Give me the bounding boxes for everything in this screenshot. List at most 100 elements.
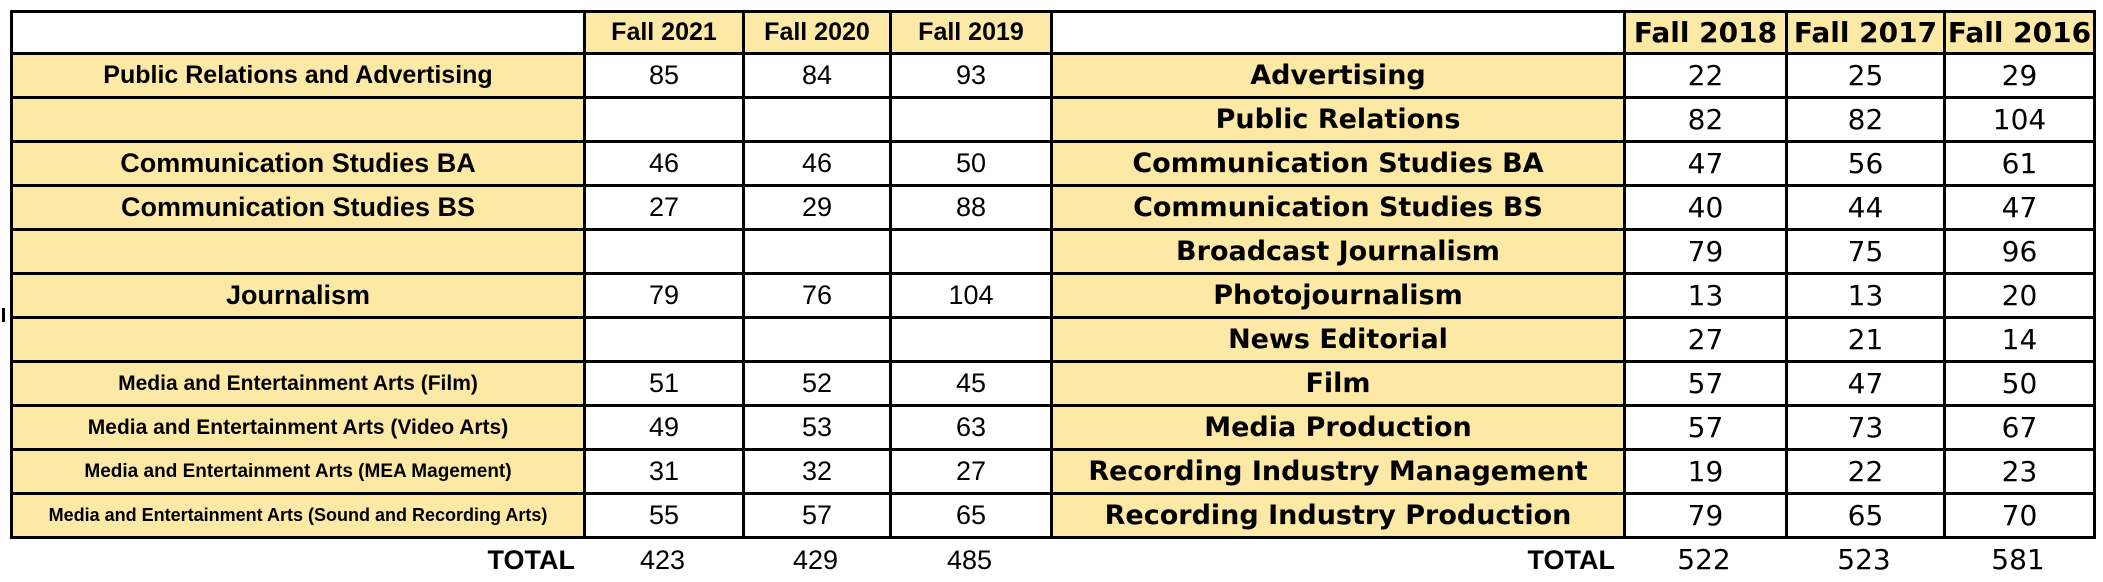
table-row: Media and Entertainment Arts (MEA Mageme… bbox=[10, 448, 1053, 495]
enrollment-table-2016-2018: Fall 2018 Fall 2017 Fall 2016 Advertisin… bbox=[1050, 10, 2096, 539]
table-row: Film 57 47 50 bbox=[1050, 360, 2096, 407]
value-cell: 46 bbox=[583, 140, 745, 187]
value-cell: 27 bbox=[583, 184, 745, 231]
column-header: Fall 2018 bbox=[1623, 10, 1788, 55]
value-cell: 79 bbox=[583, 272, 745, 319]
value-cell: 75 bbox=[1785, 228, 1946, 275]
program-label: Media and Entertainment Arts (Sound and … bbox=[10, 492, 586, 539]
value-cell: 46 bbox=[742, 140, 892, 187]
program-label: News Editorial bbox=[1050, 316, 1626, 363]
table-row bbox=[10, 228, 1053, 275]
column-header: Fall 2016 bbox=[1943, 10, 2096, 55]
program-label: Recording Industry Production bbox=[1050, 492, 1626, 539]
value-cell: 63 bbox=[889, 404, 1053, 451]
value-cell: 29 bbox=[742, 184, 892, 231]
value-cell: 76 bbox=[742, 272, 892, 319]
value-cell: 104 bbox=[889, 272, 1053, 319]
program-label: Communication Studies BA bbox=[10, 140, 586, 187]
value-cell: 51 bbox=[583, 360, 745, 407]
value-cell: 55 bbox=[583, 492, 745, 539]
table-row: Advertising 22 25 29 bbox=[1050, 52, 2096, 99]
value-cell: 67 bbox=[1943, 404, 2096, 451]
value-cell bbox=[583, 228, 745, 275]
value-cell bbox=[742, 96, 892, 143]
total-value: 429 bbox=[792, 545, 839, 575]
value-cell: 47 bbox=[1943, 184, 2096, 231]
value-cell: 19 bbox=[1623, 448, 1788, 495]
value-cell: 70 bbox=[1943, 492, 2096, 539]
value-cell: 32 bbox=[742, 448, 892, 495]
value-cell: 31 bbox=[583, 448, 745, 495]
program-label: Communication Studies BA bbox=[1050, 140, 1626, 187]
value-cell: 82 bbox=[1785, 96, 1946, 143]
left-total-row: TOTAL 423 429 485 bbox=[10, 540, 1050, 580]
value-cell: 52 bbox=[742, 360, 892, 407]
value-cell: 23 bbox=[1943, 448, 2096, 495]
program-label: Advertising bbox=[1050, 52, 1626, 99]
value-cell: 14 bbox=[1943, 316, 2096, 363]
value-cell bbox=[889, 96, 1053, 143]
value-cell: 79 bbox=[1623, 492, 1788, 539]
value-cell: 22 bbox=[1623, 52, 1788, 99]
total-value: 522 bbox=[1677, 543, 1731, 576]
table-row: Communication Studies BS 40 44 47 bbox=[1050, 184, 2096, 231]
program-label: Broadcast Journalism bbox=[1050, 228, 1626, 275]
table-row: Media and Entertainment Arts (Video Arts… bbox=[10, 404, 1053, 451]
value-cell: 22 bbox=[1785, 448, 1946, 495]
column-header: Fall 2021 bbox=[583, 10, 745, 55]
value-cell: 47 bbox=[1623, 140, 1788, 187]
table-row: Public Relations 82 82 104 bbox=[1050, 96, 2096, 143]
value-cell: 27 bbox=[889, 448, 1053, 495]
table-row: News Editorial 27 21 14 bbox=[1050, 316, 2096, 363]
value-cell bbox=[583, 316, 745, 363]
value-cell: 21 bbox=[1785, 316, 1946, 363]
table-row: Media and Entertainment Arts (Film) 51 5… bbox=[10, 360, 1053, 407]
program-label: Public Relations bbox=[1050, 96, 1626, 143]
value-cell: 47 bbox=[1785, 360, 1946, 407]
header-row: Fall 2021 Fall 2020 Fall 2019 bbox=[10, 10, 1053, 55]
header-row: Fall 2018 Fall 2017 Fall 2016 bbox=[1050, 10, 2096, 55]
table-row: Photojournalism 13 13 20 bbox=[1050, 272, 2096, 319]
value-cell: 50 bbox=[1943, 360, 2096, 407]
value-cell: 56 bbox=[1785, 140, 1946, 187]
program-label: Film bbox=[1050, 360, 1626, 407]
value-cell bbox=[742, 228, 892, 275]
table-row: Media and Entertainment Arts (Sound and … bbox=[10, 492, 1053, 539]
value-cell: 27 bbox=[1623, 316, 1788, 363]
value-cell: 65 bbox=[889, 492, 1053, 539]
table-row: Communication Studies BA 46 46 50 bbox=[10, 140, 1053, 187]
column-header: Fall 2020 bbox=[742, 10, 892, 55]
value-cell: 96 bbox=[1943, 228, 2096, 275]
value-cell: 61 bbox=[1943, 140, 2096, 187]
right-total-row: TOTAL 522 523 581 bbox=[1050, 540, 2093, 580]
table-row: Public Relations and Advertising 85 84 9… bbox=[10, 52, 1053, 99]
total-label: TOTAL bbox=[1527, 545, 1616, 575]
program-label: Photojournalism bbox=[1050, 272, 1626, 319]
table-row: Journalism 79 76 104 bbox=[10, 272, 1053, 319]
program-label: Media and Entertainment Arts (Video Arts… bbox=[10, 404, 586, 451]
value-cell: 57 bbox=[1623, 360, 1788, 407]
value-cell: 53 bbox=[742, 404, 892, 451]
value-cell: 93 bbox=[889, 52, 1053, 99]
value-cell: 13 bbox=[1785, 272, 1946, 319]
value-cell bbox=[583, 96, 745, 143]
value-cell bbox=[742, 316, 892, 363]
table-row bbox=[10, 316, 1053, 363]
value-cell: 20 bbox=[1943, 272, 2096, 319]
total-value: 485 bbox=[946, 545, 993, 575]
value-cell: 44 bbox=[1785, 184, 1946, 231]
value-cell: 57 bbox=[1623, 404, 1788, 451]
value-cell: 79 bbox=[1623, 228, 1788, 275]
column-header: Fall 2019 bbox=[889, 10, 1053, 55]
value-cell: 88 bbox=[889, 184, 1053, 231]
program-label: Public Relations and Advertising bbox=[10, 52, 586, 99]
value-cell: 45 bbox=[889, 360, 1053, 407]
value-cell: 25 bbox=[1785, 52, 1946, 99]
enrollment-table-2019-2021: Fall 2021 Fall 2020 Fall 2019 Public Rel… bbox=[10, 10, 1053, 539]
total-value: 581 bbox=[1991, 543, 2045, 576]
value-cell: 104 bbox=[1943, 96, 2096, 143]
value-cell: 82 bbox=[1623, 96, 1788, 143]
edge-mark bbox=[2, 308, 5, 322]
program-label: Communication Studies BS bbox=[10, 184, 586, 231]
corner-cell bbox=[1050, 10, 1626, 55]
